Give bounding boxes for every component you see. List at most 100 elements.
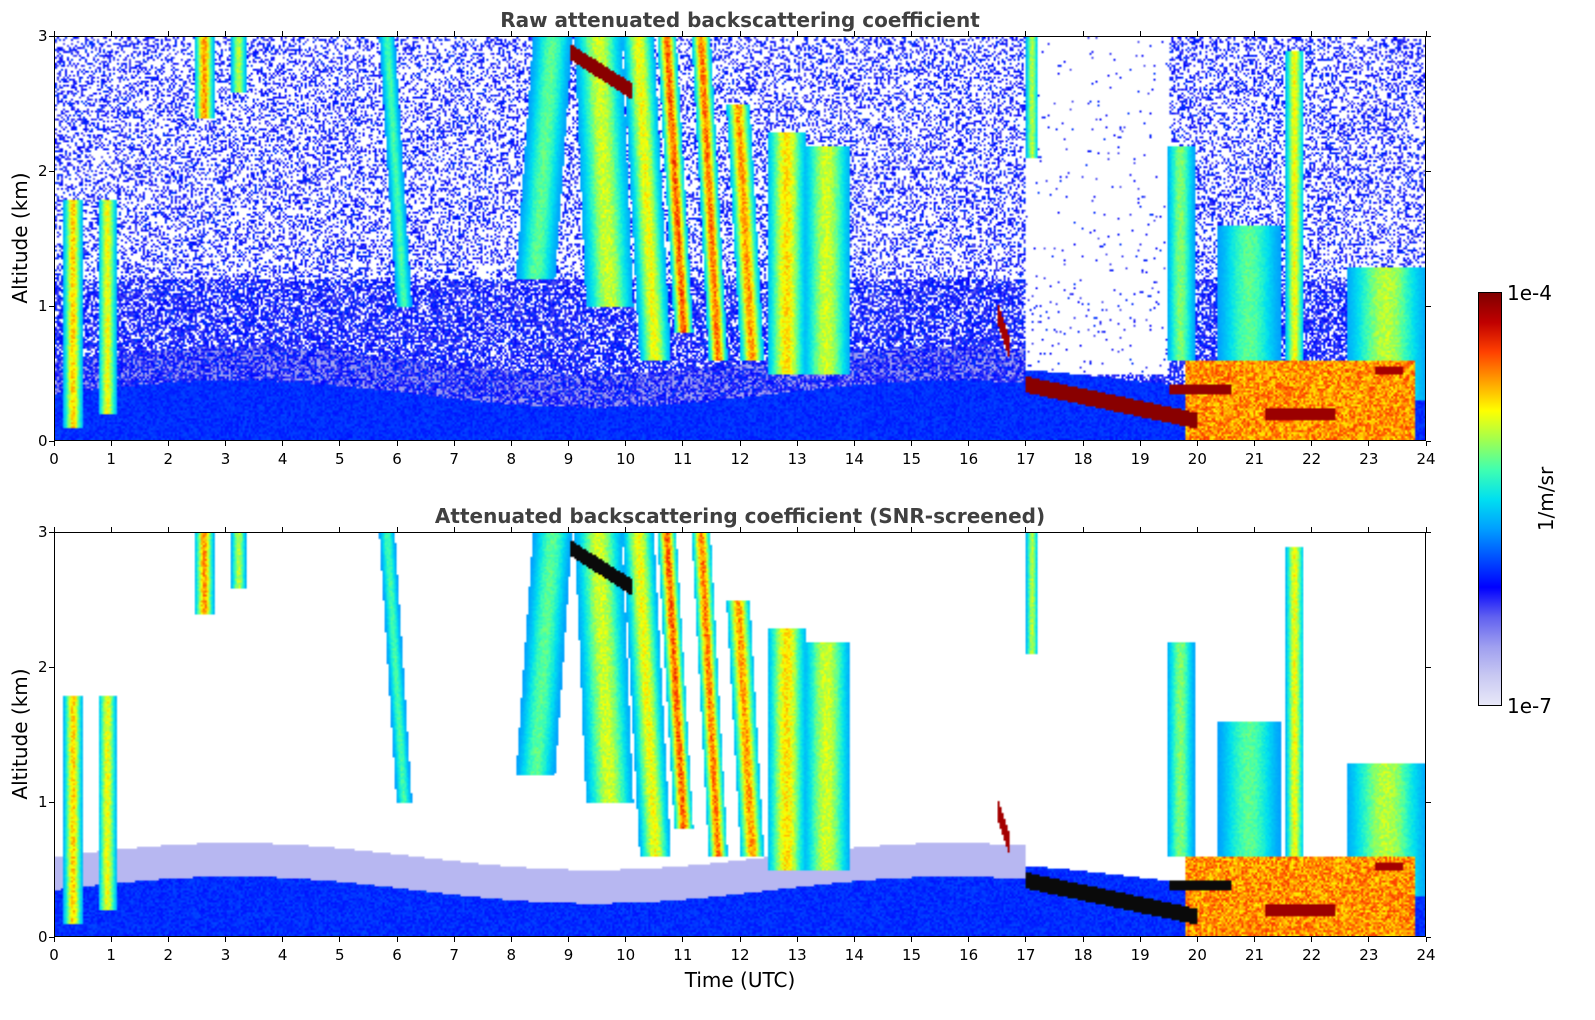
x-tick-label: 1: [106, 946, 116, 964]
x-tick-top: [396, 527, 398, 532]
x-tick-label: 11: [673, 450, 693, 468]
x-tick-top: [1311, 527, 1313, 532]
x-tick: [1025, 937, 1027, 942]
y-tick-right: [1426, 801, 1431, 803]
x-tick-top: [1082, 31, 1084, 36]
x-tick: [282, 441, 284, 446]
colorbar-max-label: 1e-4: [1507, 281, 1552, 305]
x-tick-label: 20: [1187, 946, 1207, 964]
x-tick: [1311, 441, 1313, 446]
y-tick-label: 1: [38, 793, 48, 811]
x-tick: [1196, 441, 1198, 446]
x-tick-top: [453, 527, 455, 532]
x-tick: [853, 441, 855, 446]
x-tick-label: 20: [1187, 450, 1207, 468]
x-tick: [1254, 441, 1255, 446]
y-tick: [49, 170, 54, 172]
y-tick-label: 3: [38, 523, 48, 541]
x-tick-label: 6: [392, 946, 402, 964]
x-tick: [1368, 441, 1370, 446]
x-tick-top: [682, 31, 684, 36]
x-tick-label: 17: [1016, 946, 1036, 964]
x-tick-top: [1254, 527, 1255, 532]
x-tick-label: 23: [1359, 450, 1379, 468]
x-tick-label: 22: [1302, 946, 1322, 964]
x-tick-top: [225, 527, 226, 532]
x-tick-top: [568, 31, 569, 36]
x-tick-label: 0: [49, 450, 59, 468]
x-tick-label: 17: [1016, 450, 1036, 468]
x-tick: [1311, 937, 1313, 942]
x-tick: [911, 441, 912, 446]
x-tick-top: [282, 527, 284, 532]
top-panel-title: Raw attenuated backscattering coefficien…: [500, 8, 980, 32]
x-tick-top: [1425, 31, 1427, 36]
bottom-xlabel: Time (UTC): [684, 968, 796, 992]
y-tick-label: 0: [38, 928, 48, 946]
y-tick: [49, 440, 54, 442]
x-tick: [1139, 937, 1141, 942]
x-tick-top: [796, 31, 798, 36]
top-heatmap-plot: [54, 36, 1426, 441]
x-tick-top: [339, 527, 341, 532]
x-tick-top: [853, 31, 855, 36]
y-tick-right: [1426, 666, 1431, 668]
x-tick-label: 14: [844, 450, 864, 468]
x-tick-top: [682, 527, 684, 532]
x-tick-top: [1139, 527, 1141, 532]
x-tick-label: 7: [449, 450, 459, 468]
x-tick-top: [53, 527, 55, 532]
x-tick: [1139, 441, 1141, 446]
x-tick: [853, 937, 855, 942]
x-tick: [625, 441, 627, 446]
bottom-panel-title: Attenuated backscattering coefficient (S…: [434, 504, 1046, 528]
x-tick: [796, 937, 798, 942]
x-tick-top: [911, 527, 912, 532]
x-tick: [1254, 937, 1255, 942]
x-tick-label: 2: [163, 946, 174, 964]
x-tick-top: [110, 31, 112, 36]
x-tick: [53, 441, 55, 446]
x-tick-label: 11: [673, 946, 693, 964]
x-tick: [110, 937, 112, 942]
x-tick-top: [1196, 527, 1198, 532]
x-tick: [1368, 937, 1370, 942]
y-tick-label: 3: [38, 27, 48, 45]
x-tick-label: 0: [49, 946, 59, 964]
x-tick-top: [625, 527, 627, 532]
x-tick-top: [968, 31, 970, 36]
x-tick-top: [1025, 527, 1027, 532]
x-tick-top: [453, 31, 455, 36]
x-tick: [510, 937, 512, 942]
x-tick-top: [853, 527, 855, 532]
y-tick: [49, 305, 54, 307]
x-tick: [339, 937, 341, 942]
x-tick-top: [739, 31, 741, 36]
x-tick: [739, 937, 741, 942]
x-tick: [453, 441, 455, 446]
x-tick-top: [625, 31, 627, 36]
x-tick: [225, 937, 226, 942]
x-tick-top: [510, 527, 512, 532]
x-tick: [682, 441, 684, 446]
y-tick-right: [1426, 305, 1431, 307]
x-tick-top: [167, 31, 169, 36]
y-tick-right: [1426, 936, 1431, 938]
x-tick: [625, 937, 627, 942]
y-tick-right: [1426, 35, 1431, 37]
x-tick: [968, 441, 970, 446]
x-tick-top: [167, 527, 169, 532]
x-tick: [339, 441, 341, 446]
x-tick-top: [1311, 31, 1313, 36]
x-tick-label: 14: [844, 946, 864, 964]
x-tick-top: [796, 527, 798, 532]
colorbar-min-label: 1e-7: [1507, 694, 1552, 718]
x-tick-top: [396, 31, 398, 36]
x-tick: [396, 441, 398, 446]
x-tick-label: 16: [959, 946, 979, 964]
x-tick-label: 10: [616, 450, 636, 468]
x-tick-top: [1025, 31, 1027, 36]
x-tick-label: 4: [277, 450, 288, 468]
x-tick-label: 15: [901, 450, 922, 468]
x-tick-label: 21: [1244, 450, 1265, 468]
